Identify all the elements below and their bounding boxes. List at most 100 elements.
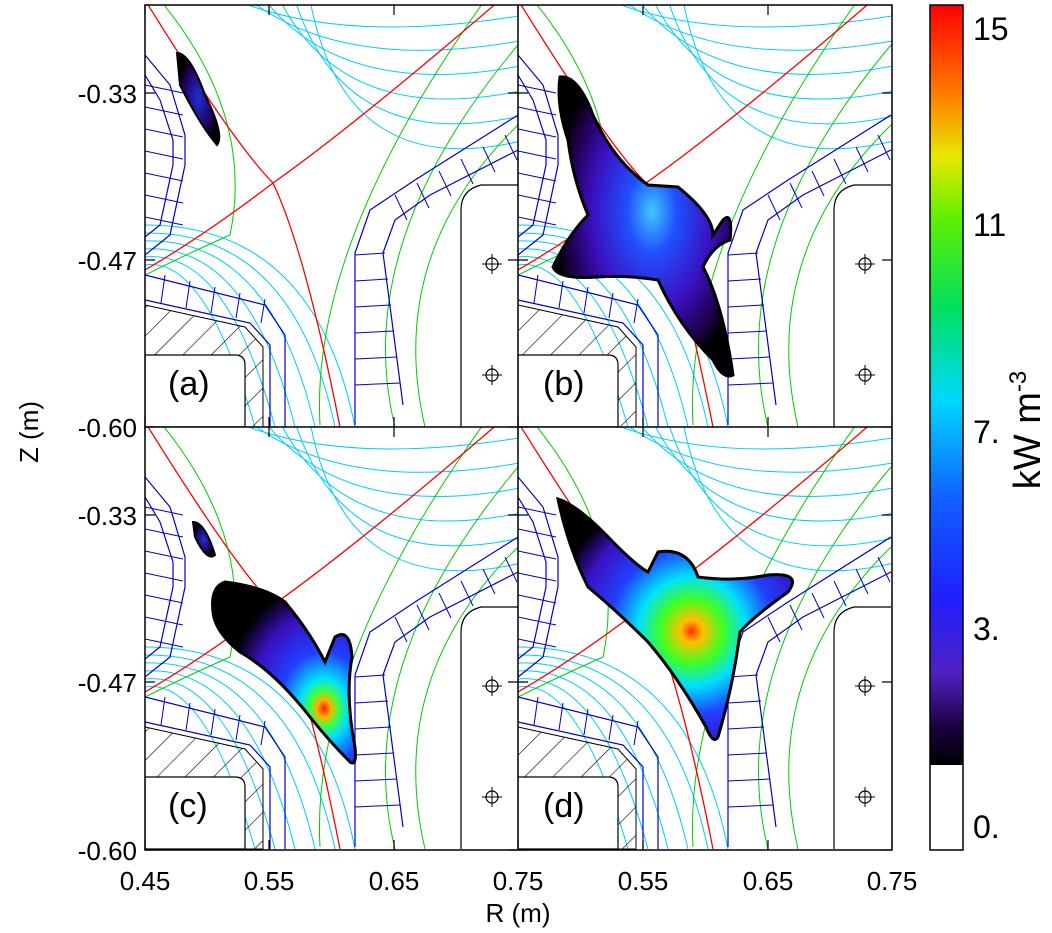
flux-surface [145,240,316,427]
divertor-tile [833,580,847,607]
flux-surface [683,5,892,150]
divertor-tile [767,616,781,643]
divertor-tile [354,674,386,678]
divertor-tile [260,720,266,746]
colorbar-label: kW m-3 [1005,371,1049,489]
divertor-tile [145,506,184,516]
x-tick-label: 0.45 [120,866,171,896]
divertor-tile [185,280,191,309]
divertor-tile [789,182,803,209]
divertor-tile [145,550,184,560]
divertor-tile [354,330,395,334]
divertor-tile [727,330,768,334]
divertor-tile [518,594,557,604]
divertor-tile [145,528,184,538]
divertor-tile [727,804,774,808]
flux-surface [683,427,892,572]
flux-surface [655,5,892,100]
emission-blob [191,520,217,558]
colorbar-zero-band [930,765,963,850]
divertor-tile [789,604,803,631]
divertor-tile [504,556,518,583]
vessel-wall [833,184,891,427]
flux-surface [518,670,669,850]
divertor-wall [354,114,518,425]
divertor-tile [354,278,389,282]
divertor-tile [518,638,557,648]
divertor-wall [518,721,644,849]
divertor-wall [727,536,892,847]
divertor-tile [394,194,408,221]
divertor-tile [354,252,386,256]
divertor-tile [727,304,765,308]
divertor-wall [755,149,892,406]
y-tick-label: -0.60 [78,836,137,866]
emission-blob [211,580,357,765]
y-axis-label: Z (m) [14,401,44,463]
divertor-tile [727,382,774,386]
divertor-tile [877,556,891,583]
y-tick-label: -0.33 [78,501,137,531]
divertor-tile [811,592,825,619]
vessel-wall [460,606,518,849]
divertor-tile [438,592,452,619]
emission-blob [551,75,735,378]
divertor-wall [145,496,174,660]
panel-label-d: (d) [543,787,585,825]
divertor-tile [438,170,452,197]
divertor-wall [518,696,659,849]
divertor-wall [382,149,518,406]
divertor-tile [727,356,771,360]
divertor-wall [755,571,892,828]
divertor-tile [583,286,589,314]
divertor-tile [518,528,557,538]
y-tick-label: -0.33 [78,79,137,109]
flux-surface-outer [415,546,518,850]
y-tick-label: -0.47 [78,246,137,276]
divertor-tile [160,696,166,726]
flux-surface [619,427,892,450]
x-axis-label: R (m) [486,898,551,928]
divertor-tile [608,292,614,319]
flux-surface-outer [385,44,518,427]
divertor-wall [518,274,659,427]
separatrix [145,427,496,693]
flux-surface [268,427,518,497]
flux-surface-outer [788,124,892,427]
divertor-tile [767,194,781,221]
x-tick-label: 0.65 [369,866,420,896]
panel-b [518,5,892,427]
divertor-tile [727,252,759,256]
flux-surface [282,427,518,522]
divertor-tile [354,700,389,704]
structure-solid [518,354,619,427]
flux-surface [282,5,518,100]
divertor-wall [518,476,559,678]
flux-surface [518,232,709,427]
divertor-tile [416,182,430,209]
divertor-tile [877,134,891,161]
divertor-tile [727,752,768,756]
flux-surface [145,248,296,427]
flux-surface [619,5,892,28]
flux-surface [641,5,892,75]
flux-surface [145,662,316,850]
divertor-tile [160,274,166,304]
flux-surface [145,646,356,850]
colorbar-tick-label: 15 [973,11,1009,47]
divertor-tile [482,146,496,173]
divertor-tile [633,720,639,746]
axis-ticks [144,5,893,851]
flux-surface [518,240,689,427]
flux-surface [655,427,892,522]
flux-surface [518,662,689,850]
divertor-tile [518,128,557,138]
panel-label-b: (b) [543,365,585,403]
x-tick-label: 0.75 [493,866,544,896]
divertor-tile [583,708,589,736]
divertor-tile [504,134,518,161]
divertor-tile [260,298,266,324]
divertor-tile [518,506,557,516]
x-tick-label: 0.55 [244,866,295,896]
